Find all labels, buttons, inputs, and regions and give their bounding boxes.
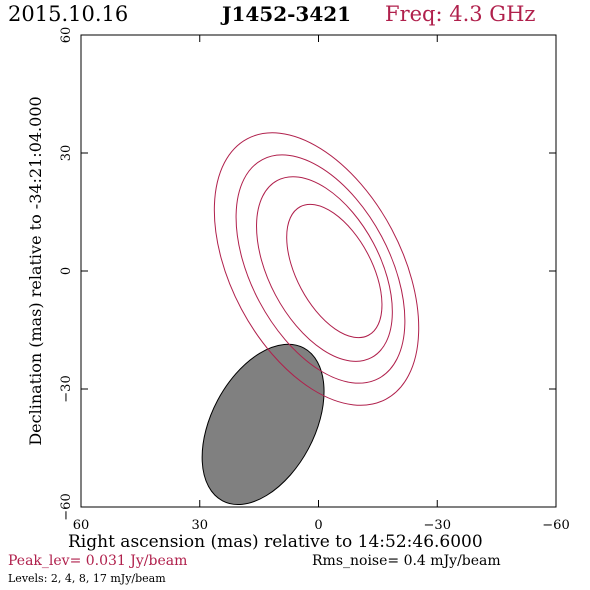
- beam-layer: [201, 343, 325, 506]
- peak-level: Peak_lev= 0.031 Jy/beam: [8, 553, 188, 569]
- y-tick-label: −60: [59, 493, 74, 520]
- contour-level-17: [286, 203, 383, 339]
- x-tick-label: −30: [424, 518, 451, 533]
- contour-layer: [213, 132, 420, 406]
- x-tick-labels: 60 30 0 −30 −60: [73, 518, 570, 533]
- contour-levels: Levels: 2, 4, 8, 17 mJy/beam: [8, 572, 166, 585]
- x-tick-label: 60: [73, 518, 90, 533]
- contour-level-4: [235, 154, 406, 384]
- y-tick-label: −30: [59, 375, 74, 402]
- epoch-date: 2015.10.16: [8, 2, 129, 26]
- source-name: J1452-3421: [222, 2, 352, 26]
- plot-frame: [80, 34, 557, 508]
- y-axis-label: Declination (mas) relative to -34:21:04.…: [26, 96, 45, 445]
- ticks-layer: [80, 34, 557, 508]
- y-tick-label: 0: [59, 267, 74, 275]
- contour-level-2: [213, 132, 420, 406]
- x-tick-label: 30: [191, 518, 208, 533]
- rms-noise: Rms_noise= 0.4 mJy/beam: [312, 553, 501, 569]
- x-axis-label: Right ascension (mas) relative to 14:52:…: [68, 532, 483, 552]
- x-tick-label: −60: [542, 518, 569, 533]
- frequency-label: Freq: 4.3 GHz: [385, 2, 536, 26]
- contour-level-8: [256, 176, 393, 362]
- y-tick-labels: −60 −30 0 30 60: [59, 27, 74, 521]
- x-tick-label: 0: [314, 518, 322, 533]
- y-tick-label: 30: [59, 145, 74, 162]
- beam-ellipse: [201, 343, 325, 506]
- y-tick-label: 60: [59, 27, 74, 44]
